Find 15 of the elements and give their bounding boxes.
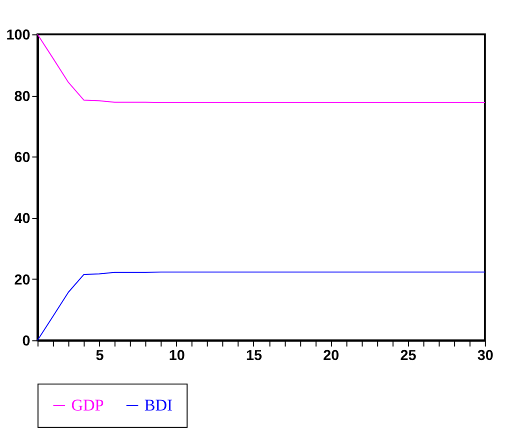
x-tick-label: 30 bbox=[477, 348, 494, 364]
x-tick-label: 20 bbox=[323, 348, 340, 364]
y-tick-label: 60 bbox=[14, 150, 30, 166]
y-tick-label: 20 bbox=[14, 272, 30, 288]
y-tick-label: 100 bbox=[6, 28, 30, 44]
line-series bbox=[37, 34, 486, 104]
x-tick-label: 25 bbox=[400, 348, 416, 364]
x-tick-label: 10 bbox=[168, 348, 185, 364]
x-tick-label: 5 bbox=[96, 348, 104, 364]
y-tick-label: 80 bbox=[14, 88, 30, 105]
y-tick-label: 0 bbox=[22, 334, 30, 350]
legend-label: BDI bbox=[144, 395, 172, 414]
legend-label: GDP bbox=[71, 395, 104, 414]
x-tick-label: 15 bbox=[246, 348, 262, 364]
y-tick-label: 40 bbox=[14, 211, 30, 228]
